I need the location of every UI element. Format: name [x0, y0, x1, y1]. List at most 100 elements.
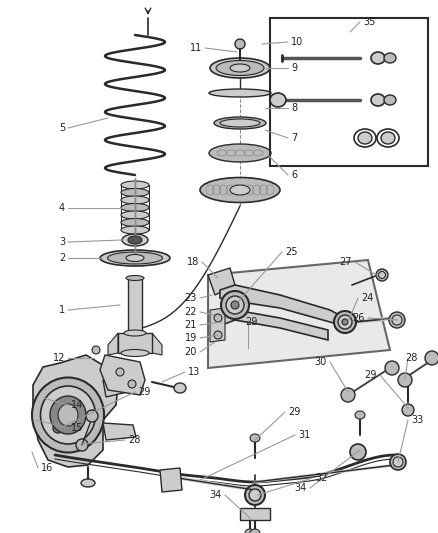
Ellipse shape — [121, 196, 149, 204]
Polygon shape — [210, 308, 225, 342]
Ellipse shape — [126, 276, 144, 280]
Bar — [270, 18, 428, 166]
Ellipse shape — [389, 312, 405, 328]
Ellipse shape — [249, 489, 261, 501]
Ellipse shape — [200, 177, 280, 203]
Text: 11: 11 — [190, 43, 202, 53]
Text: 23: 23 — [185, 293, 197, 303]
Ellipse shape — [86, 410, 98, 422]
Ellipse shape — [334, 311, 356, 333]
Text: 30: 30 — [315, 357, 327, 367]
Ellipse shape — [402, 404, 414, 416]
Polygon shape — [160, 468, 182, 492]
Ellipse shape — [235, 39, 245, 49]
Text: 19: 19 — [185, 333, 197, 343]
Ellipse shape — [214, 117, 266, 129]
Bar — [128, 278, 142, 333]
Text: 9: 9 — [291, 63, 297, 73]
Text: 3: 3 — [59, 237, 65, 247]
Ellipse shape — [376, 269, 388, 281]
Ellipse shape — [53, 423, 63, 433]
Ellipse shape — [392, 315, 402, 325]
Ellipse shape — [121, 189, 149, 197]
Ellipse shape — [209, 89, 271, 97]
Text: 29: 29 — [288, 407, 300, 417]
Ellipse shape — [270, 93, 286, 107]
Ellipse shape — [92, 346, 100, 354]
Text: 22: 22 — [184, 307, 197, 317]
Ellipse shape — [245, 529, 255, 533]
Ellipse shape — [40, 386, 95, 444]
Ellipse shape — [230, 185, 250, 195]
Text: 29: 29 — [245, 317, 257, 327]
Text: 13: 13 — [188, 367, 200, 377]
Ellipse shape — [216, 61, 264, 76]
Text: 26: 26 — [353, 313, 365, 323]
Polygon shape — [103, 423, 136, 440]
Ellipse shape — [214, 314, 222, 322]
Ellipse shape — [230, 64, 250, 72]
Text: 29: 29 — [138, 387, 150, 397]
Ellipse shape — [121, 204, 149, 212]
Text: 4: 4 — [59, 203, 65, 213]
Text: 32: 32 — [315, 473, 327, 483]
Ellipse shape — [121, 211, 149, 219]
Ellipse shape — [121, 219, 149, 227]
Ellipse shape — [100, 250, 170, 266]
Text: 34: 34 — [210, 490, 222, 500]
Text: 15: 15 — [71, 423, 83, 433]
Text: 24: 24 — [361, 293, 373, 303]
Ellipse shape — [174, 383, 186, 393]
Text: 18: 18 — [187, 257, 199, 267]
Text: 2: 2 — [59, 253, 65, 263]
Text: 6: 6 — [291, 170, 297, 180]
Text: 8: 8 — [291, 103, 297, 113]
Ellipse shape — [390, 454, 406, 470]
Ellipse shape — [50, 396, 86, 434]
Polygon shape — [33, 355, 118, 467]
Ellipse shape — [350, 444, 366, 460]
Text: 7: 7 — [291, 133, 297, 143]
Ellipse shape — [245, 485, 265, 505]
Text: 12: 12 — [53, 353, 65, 363]
Ellipse shape — [342, 319, 348, 325]
Ellipse shape — [221, 291, 249, 319]
Ellipse shape — [371, 52, 385, 64]
Ellipse shape — [121, 350, 149, 357]
Ellipse shape — [355, 411, 365, 419]
Text: 21: 21 — [185, 320, 197, 330]
Text: 16: 16 — [41, 463, 53, 473]
Ellipse shape — [128, 236, 142, 244]
Ellipse shape — [116, 368, 124, 376]
Ellipse shape — [214, 331, 222, 339]
Ellipse shape — [122, 234, 148, 246]
Ellipse shape — [358, 132, 372, 144]
Ellipse shape — [341, 388, 355, 402]
Ellipse shape — [209, 144, 271, 162]
Ellipse shape — [385, 361, 399, 375]
Ellipse shape — [32, 377, 104, 453]
Ellipse shape — [121, 181, 149, 189]
Text: 35: 35 — [363, 17, 375, 27]
Ellipse shape — [58, 404, 78, 426]
Text: 14: 14 — [71, 400, 83, 410]
Text: 1: 1 — [59, 305, 65, 315]
Polygon shape — [152, 333, 162, 355]
Polygon shape — [220, 285, 345, 326]
Ellipse shape — [378, 271, 385, 279]
Ellipse shape — [107, 252, 162, 264]
Ellipse shape — [425, 351, 438, 365]
Ellipse shape — [338, 315, 352, 329]
Text: 31: 31 — [298, 430, 310, 440]
Polygon shape — [108, 333, 118, 355]
Text: 28: 28 — [405, 353, 417, 363]
Ellipse shape — [220, 119, 260, 127]
Ellipse shape — [231, 301, 239, 309]
Ellipse shape — [128, 380, 136, 388]
Ellipse shape — [381, 132, 395, 144]
Ellipse shape — [384, 53, 396, 63]
Ellipse shape — [250, 434, 260, 442]
Ellipse shape — [81, 479, 95, 487]
Ellipse shape — [210, 58, 270, 78]
Text: 25: 25 — [285, 247, 297, 257]
